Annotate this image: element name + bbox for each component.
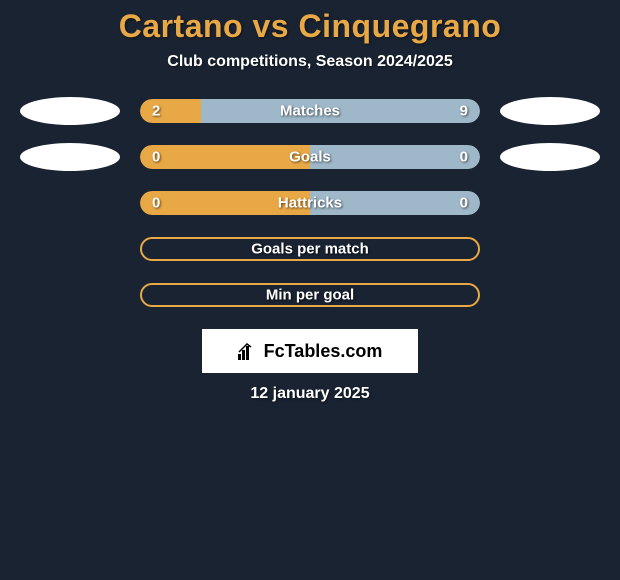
stat-row: Min per goal [0, 283, 620, 307]
stat-label: Min per goal [266, 287, 354, 304]
stat-value-right: 0 [460, 195, 468, 212]
stat-row: Goals per match [0, 237, 620, 261]
stat-value-right: 0 [460, 149, 468, 166]
stat-label: Goals per match [251, 241, 369, 258]
stat-row: 0 Hattricks 0 [0, 191, 620, 215]
stat-label: Matches [280, 103, 340, 120]
player-avatar-left [20, 143, 120, 171]
bar-fill-left [140, 145, 310, 169]
bar-fill-right [201, 99, 480, 123]
subtitle: Club competitions, Season 2024/2025 [0, 53, 620, 71]
logo-text: FcTables.com [264, 341, 383, 362]
player-avatar-left [20, 97, 120, 125]
player-avatar-right [500, 143, 600, 171]
logo: FcTables.com [238, 341, 383, 362]
logo-box: FcTables.com [202, 329, 418, 373]
comparison-infographic: Cartano vs Cinquegrano Club competitions… [0, 0, 620, 403]
date: 12 january 2025 [0, 385, 620, 403]
bar-fill-left [140, 99, 201, 123]
stat-label: Hattricks [278, 195, 342, 212]
stat-bar: Goals per match [140, 237, 480, 261]
chart-icon [238, 342, 260, 360]
stat-value-right: 9 [460, 103, 468, 120]
stat-value-left: 2 [152, 103, 160, 120]
stat-value-left: 0 [152, 149, 160, 166]
stat-bar: 0 Goals 0 [140, 145, 480, 169]
stat-bar: 0 Hattricks 0 [140, 191, 480, 215]
page-title: Cartano vs Cinquegrano [0, 8, 620, 45]
stat-row: 2 Matches 9 [0, 99, 620, 123]
stat-label: Goals [289, 149, 331, 166]
player-avatar-right [500, 97, 600, 125]
stat-value-left: 0 [152, 195, 160, 212]
stat-bar: 2 Matches 9 [140, 99, 480, 123]
bar-fill-right [310, 145, 480, 169]
stat-row: 0 Goals 0 [0, 145, 620, 169]
stat-rows: 2 Matches 9 0 Goals 0 0 Hattricks 0 Goals per mat… [0, 99, 620, 307]
stat-bar: Min per goal [140, 283, 480, 307]
